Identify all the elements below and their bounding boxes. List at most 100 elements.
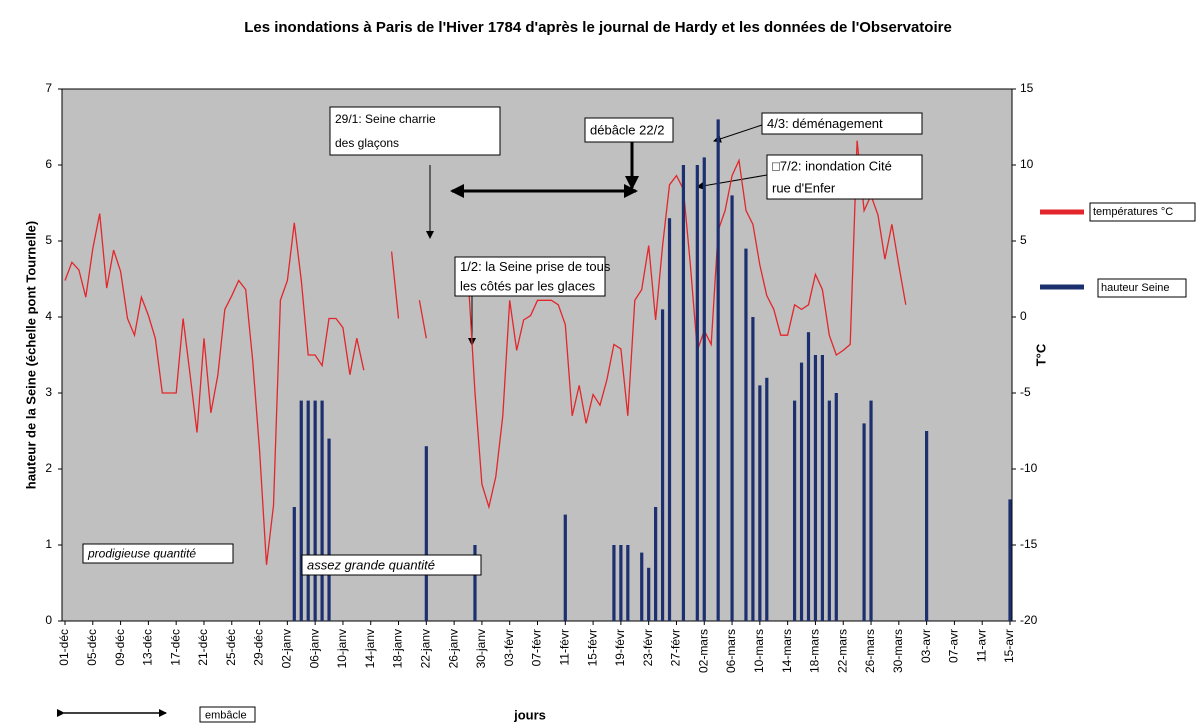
x-tick-label: 07-févr bbox=[530, 629, 544, 666]
x-tick-label: 13-déc bbox=[141, 629, 155, 666]
annotation-box bbox=[454, 256, 606, 297]
legend-label: températures °C bbox=[1093, 206, 1173, 218]
x-tick-label: 11-févr bbox=[557, 629, 571, 665]
annotation-text: 4/3: déménagement bbox=[767, 116, 883, 131]
x-tick-label: 06-mars bbox=[724, 629, 738, 673]
annotation-text: 29/1: Seine charrie bbox=[335, 112, 436, 126]
x-tick-label: 03-avr bbox=[919, 629, 933, 663]
x-tick-label: 03-févr bbox=[502, 629, 516, 666]
x-tick-label: 27-févr bbox=[669, 629, 683, 666]
y-tick-label: 1 bbox=[45, 537, 52, 551]
annotation-text: □7/2: inondation Cité bbox=[772, 158, 892, 173]
x-tick-label: 01-déc bbox=[57, 629, 71, 666]
annotation-text: rue d'Enfer bbox=[772, 180, 836, 195]
x-tick-label: 18-janv bbox=[391, 629, 405, 668]
x-tick-label: 07-avr bbox=[947, 629, 961, 663]
y-tick-label: 3 bbox=[45, 385, 52, 399]
bar bbox=[306, 400, 310, 621]
x-tick-label: 06-janv bbox=[307, 629, 321, 668]
bar bbox=[806, 332, 811, 621]
y2-tick-label: 10 bbox=[1020, 157, 1034, 171]
x-tick-label: 30-janv bbox=[474, 629, 488, 668]
x-tick-label: 30-mars bbox=[891, 629, 905, 673]
bar bbox=[1008, 499, 1012, 621]
bar bbox=[292, 507, 296, 621]
annotation-box bbox=[199, 706, 256, 723]
bar bbox=[424, 446, 428, 621]
y2-tick-label: 5 bbox=[1020, 233, 1027, 247]
temperature-line bbox=[64, 140, 907, 565]
y-tick-label: 6 bbox=[45, 157, 52, 171]
x-tick-label: 18-mars bbox=[808, 629, 822, 673]
y2-tick-label: -10 bbox=[1020, 461, 1038, 475]
x-tick-label: 22-janv bbox=[418, 629, 432, 668]
bar bbox=[612, 545, 616, 621]
x-tick-label: 10-janv bbox=[335, 629, 349, 668]
y2-axis-label: T°C bbox=[1033, 343, 1048, 366]
chart-title: Les inondations à Paris de l'Hiver 1784 … bbox=[244, 19, 952, 36]
bar bbox=[473, 545, 477, 621]
bar bbox=[660, 309, 665, 621]
bar bbox=[667, 218, 672, 621]
x-axis-label: jours bbox=[513, 707, 546, 722]
x-tick-label: 26-mars bbox=[863, 629, 877, 673]
annotation-box bbox=[766, 154, 923, 200]
bar bbox=[813, 355, 818, 621]
y2-tick-label: -5 bbox=[1020, 385, 1031, 399]
x-tick-label: 14-mars bbox=[780, 629, 794, 673]
annotation-box bbox=[761, 112, 923, 135]
x-tick-label: 19-févr bbox=[613, 629, 627, 666]
bar bbox=[320, 400, 324, 621]
bar bbox=[702, 157, 706, 621]
bar bbox=[744, 248, 748, 621]
bar bbox=[299, 400, 303, 621]
bar bbox=[758, 385, 762, 621]
bar bbox=[640, 552, 644, 621]
bar bbox=[654, 507, 658, 621]
x-tick-label: 11-avr bbox=[974, 629, 988, 662]
legend-box bbox=[1089, 202, 1196, 222]
x-tick-label: 02-mars bbox=[696, 629, 710, 673]
y2-tick-label: -15 bbox=[1020, 537, 1038, 551]
y2-tick-label: 0 bbox=[1020, 309, 1027, 323]
x-tick-label: 25-déc bbox=[224, 629, 238, 666]
bar bbox=[925, 431, 929, 621]
bar bbox=[827, 400, 831, 621]
x-tick-label: 17-déc bbox=[168, 629, 182, 666]
bar bbox=[869, 400, 873, 621]
x-tick-label: 26-janv bbox=[446, 629, 460, 668]
annotation-box bbox=[329, 106, 501, 156]
annotation-text: assez grande quantité bbox=[307, 557, 435, 572]
y-tick-label: 2 bbox=[45, 461, 52, 475]
annotation-text: prodigieuse quantité bbox=[87, 547, 196, 561]
bar bbox=[626, 545, 630, 621]
annotation-text: embâcle bbox=[205, 709, 247, 721]
bar bbox=[862, 423, 866, 621]
annotation-text: 1/2: la Seine prise de tous bbox=[460, 259, 611, 274]
x-tick-label: 15-févr bbox=[585, 629, 599, 666]
x-tick-label: 21-déc bbox=[196, 629, 210, 666]
bar bbox=[647, 567, 651, 621]
bar bbox=[716, 119, 720, 622]
x-tick-label: 14-janv bbox=[363, 629, 377, 668]
bar bbox=[695, 165, 699, 621]
bar bbox=[730, 195, 734, 621]
y2-tick-label: -20 bbox=[1020, 613, 1038, 627]
bar bbox=[799, 362, 804, 621]
y-tick-label: 7 bbox=[45, 81, 52, 95]
y-tick-label: 0 bbox=[45, 613, 52, 627]
y2-tick-label: 15 bbox=[1020, 81, 1034, 95]
bar bbox=[820, 355, 824, 621]
y-tick-label: 4 bbox=[45, 309, 52, 323]
bar bbox=[765, 377, 769, 621]
x-tick-label: 23-févr bbox=[641, 629, 655, 666]
annotation-text: débâcle 22/2 bbox=[590, 122, 664, 137]
annotation-box bbox=[584, 117, 674, 143]
bar bbox=[792, 400, 797, 621]
x-tick-label: 15-avr bbox=[1002, 629, 1016, 663]
bar bbox=[327, 438, 331, 621]
bar bbox=[563, 514, 567, 621]
annotation-text: des glaçons bbox=[335, 136, 399, 150]
y-axis-label: hauteur de la Seine (échelle pont Tourne… bbox=[23, 221, 38, 489]
